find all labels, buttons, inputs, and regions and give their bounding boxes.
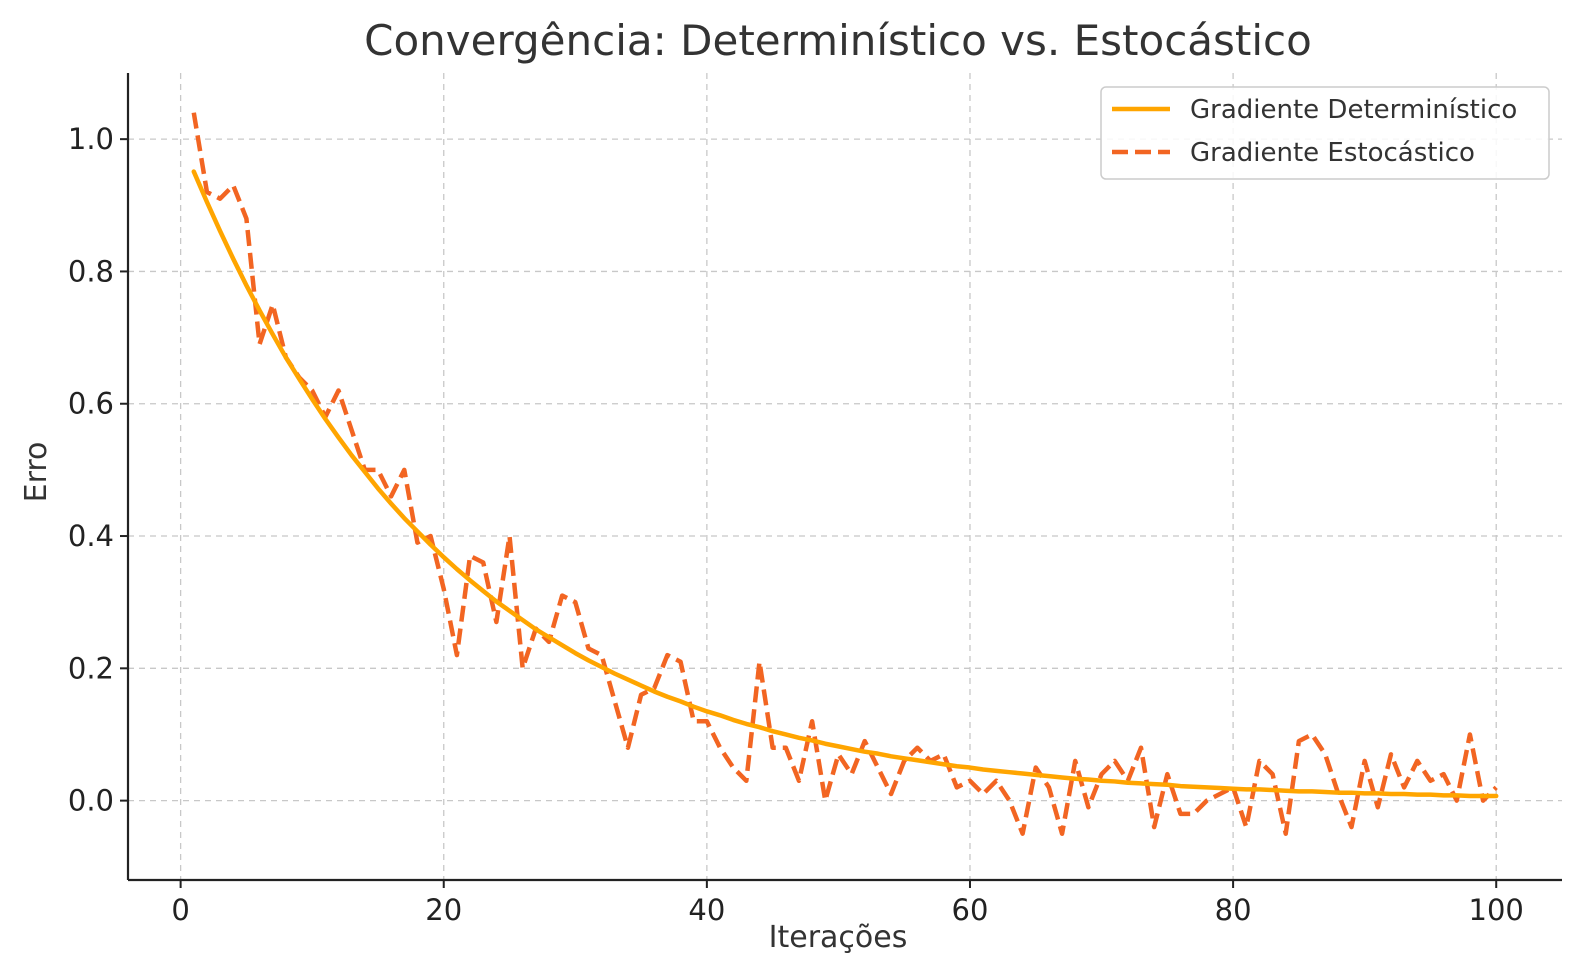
y-tick-label: 0.8	[68, 254, 114, 288]
x-tick-label: 100	[1469, 893, 1524, 927]
y-tick-label: 1.0	[68, 122, 114, 156]
y-tick-label: 0.0	[68, 784, 114, 818]
series-lines	[191, 112, 1499, 836]
x-tick-label: 60	[952, 893, 989, 927]
x-tick-label: 0	[171, 893, 189, 927]
series-line-deterministic	[191, 169, 1499, 799]
y-tick-label: 0.6	[68, 387, 114, 421]
legend-box	[1100, 86, 1550, 180]
series-line-stochastic	[191, 112, 1498, 836]
axes: 0 20 40 60 80 100 0.0 0.2 0.4 0.6 0.8 1.0	[68, 73, 1562, 927]
x-tick-label: 80	[1215, 893, 1252, 927]
x-tick-label: 40	[688, 893, 725, 927]
grid-lines	[128, 73, 1562, 880]
y-axis-label: Erro	[19, 442, 54, 503]
y-tick-label: 0.2	[68, 651, 114, 685]
legend-label-deterministic: Gradiente Determinístico	[1190, 95, 1517, 125]
legend-label-stochastic: Gradiente Estocástico	[1190, 138, 1475, 168]
x-axis-label: Iterações	[769, 920, 908, 955]
x-tick-label: 20	[425, 893, 462, 927]
y-tick-label: 0.4	[68, 519, 114, 553]
legend: Gradiente Determinístico Gradiente Estoc…	[1100, 86, 1550, 180]
chart-title: Convergência: Determinístico vs. Estocás…	[364, 16, 1312, 65]
